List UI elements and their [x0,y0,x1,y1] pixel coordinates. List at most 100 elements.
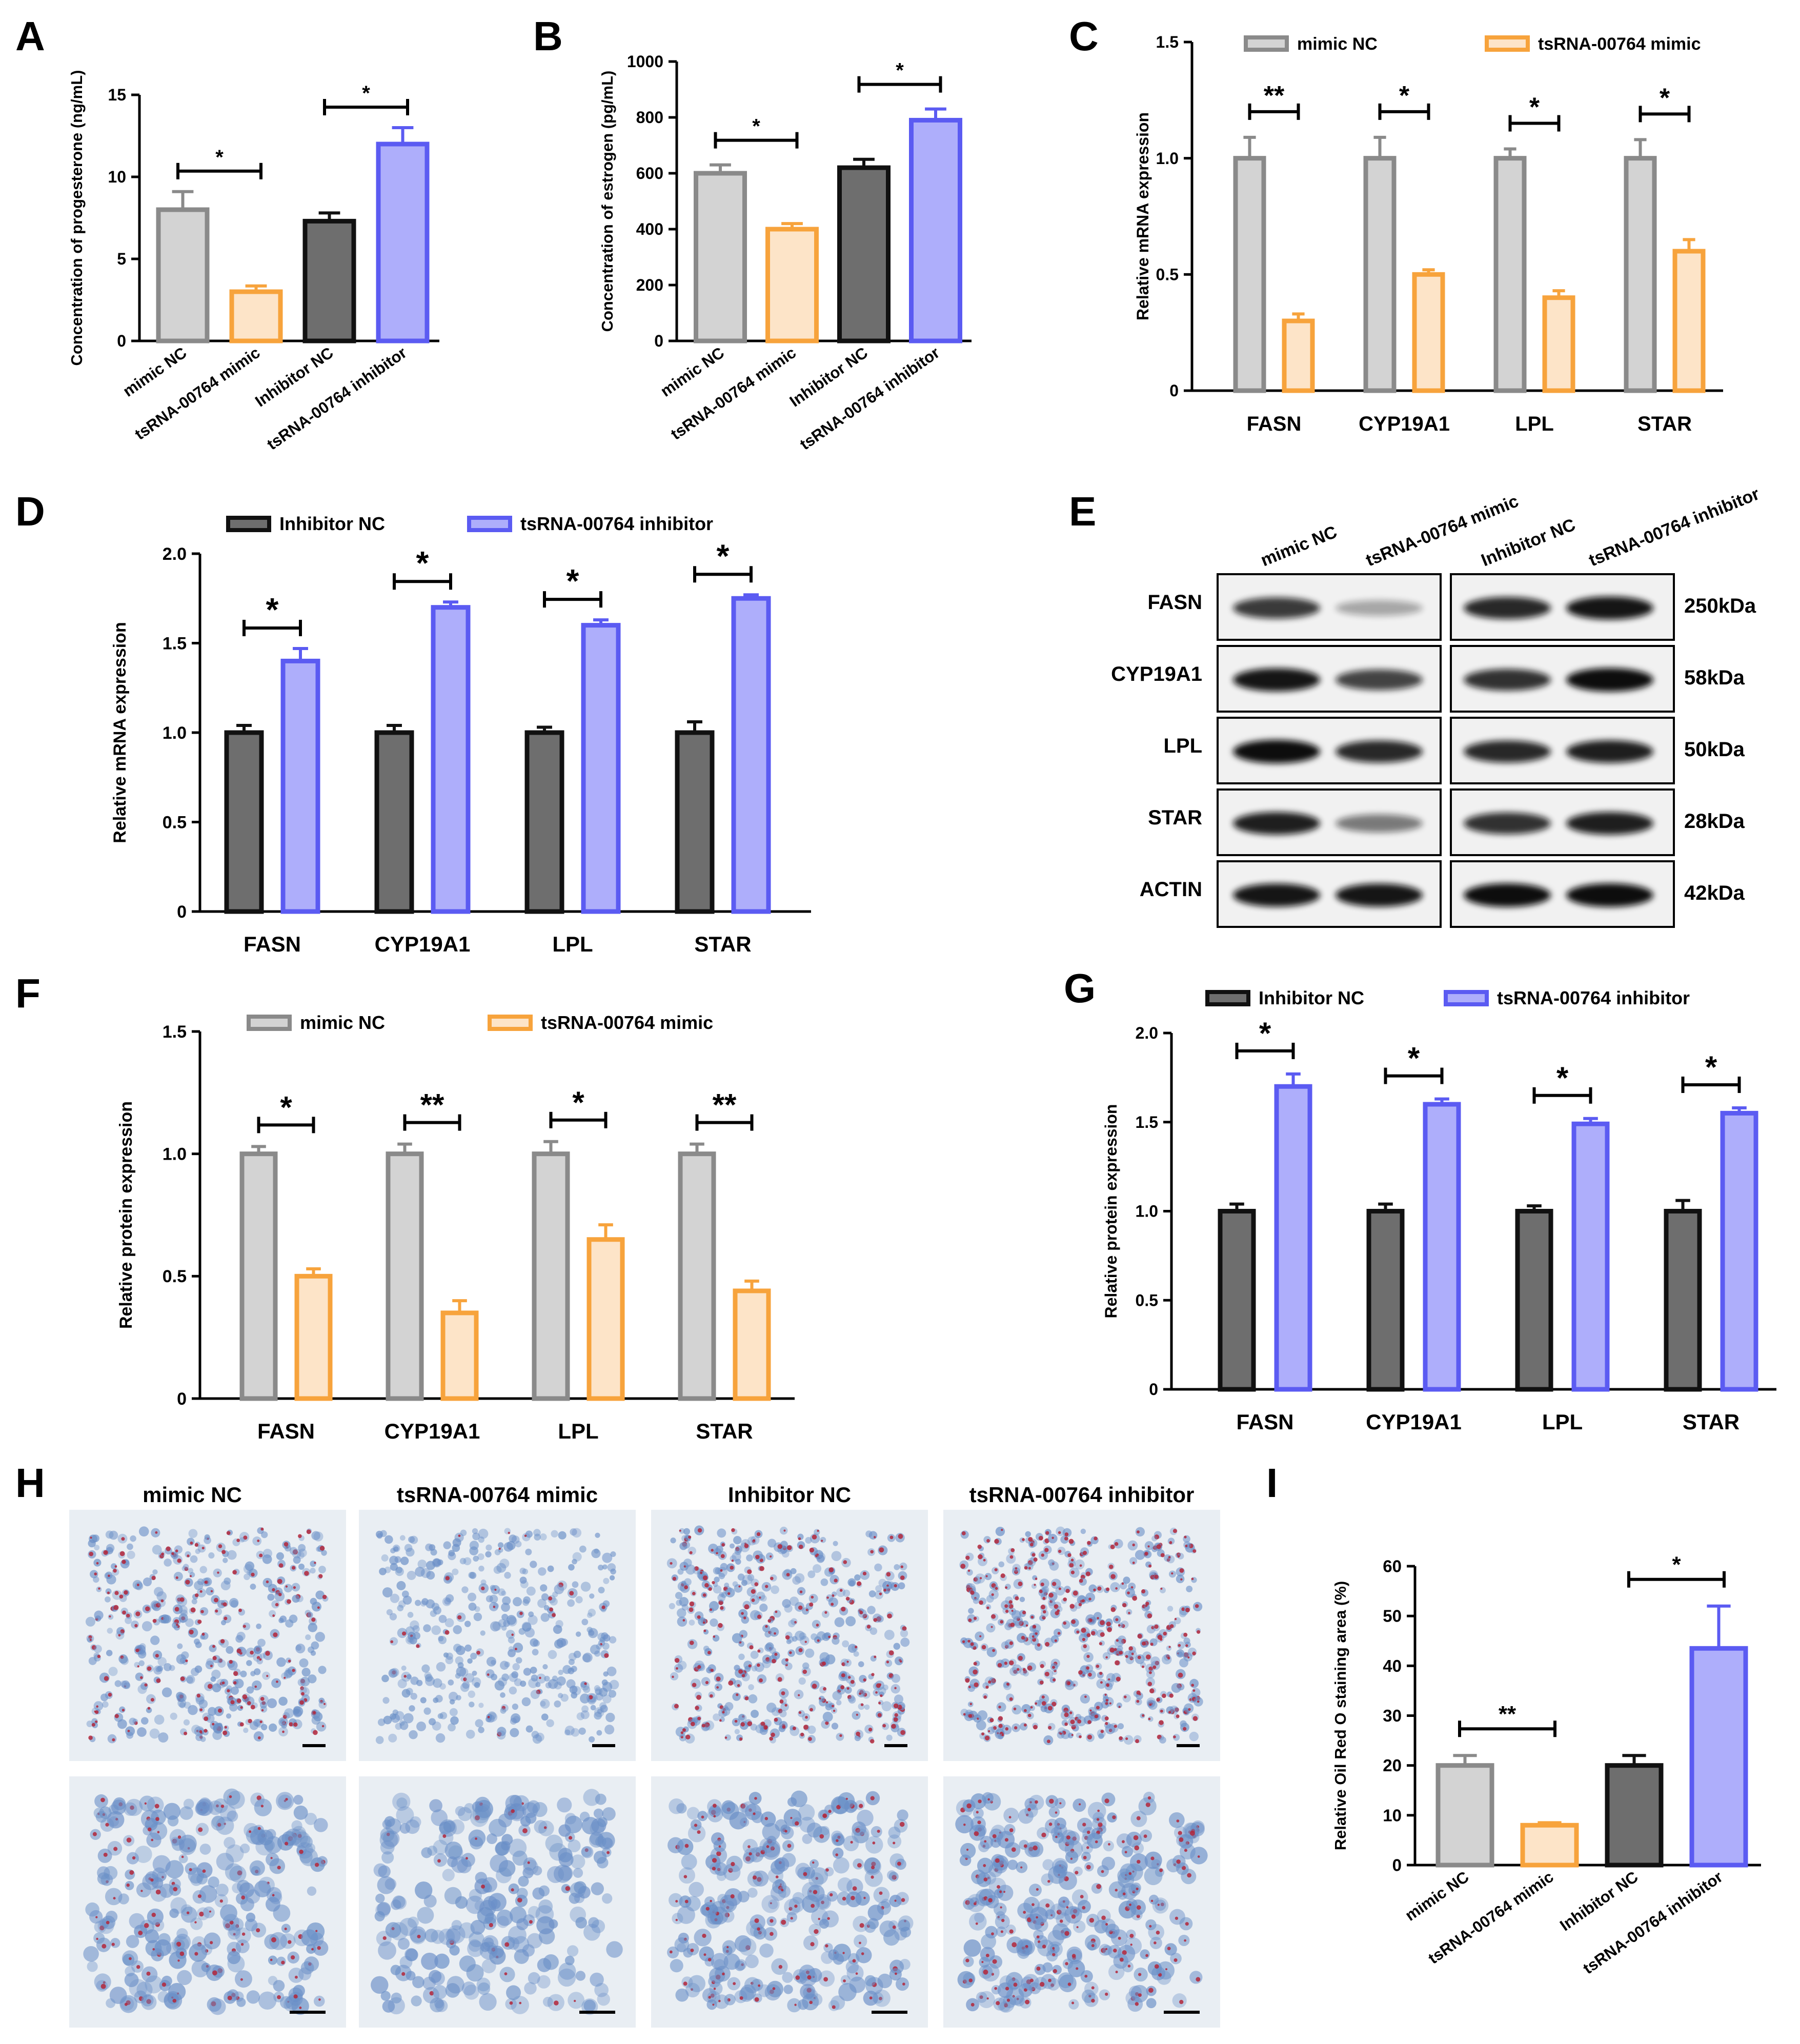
micrograph-lipid [803,1872,807,1876]
micrograph-lipid [285,1841,289,1846]
micrograph-cell [415,1600,421,1606]
micrograph-lipid [1053,1969,1057,1973]
micrograph-cell [530,1561,537,1568]
micrograph-cell [852,1711,861,1720]
micrograph-cell [477,1553,484,1561]
micrograph-lipid [712,1581,715,1585]
micrograph-lipid [1022,1538,1025,1541]
micrograph-cell [463,1557,472,1566]
micrograph-cell [438,1635,444,1642]
micrograph-cell [1012,1705,1022,1715]
micrograph-cell [437,1713,443,1719]
micrograph-lipid [676,1667,678,1670]
micrograph-lipid [211,2001,216,2007]
micrograph-cell [750,1923,765,1938]
micrograph-cell [464,1803,475,1813]
micrograph-cell [528,1972,540,1985]
micrograph-lipid [1155,1661,1160,1666]
micrograph-lipid [986,1539,990,1543]
micrograph-lipid [1189,1830,1195,1836]
micrograph-lipid [1010,1623,1015,1627]
micrograph-cell [147,1908,164,1925]
micrograph-cell [498,1860,516,1877]
micrograph-lipid [899,1822,905,1827]
micrograph-lipid [1115,1587,1118,1590]
micrograph-lipid [95,1710,99,1714]
micrograph-lipid [805,1715,808,1719]
micrograph-lipid [973,1646,977,1650]
micrograph-lipid [1197,1700,1200,1703]
micrograph-cell [412,1625,420,1633]
micrograph-lipid [487,1715,490,1718]
micrograph-cell [735,1559,741,1565]
micrograph-cell [500,1692,505,1698]
micrograph-cell [1019,1839,1029,1850]
micrograph-cell [562,1665,572,1674]
micrograph-lipid [1110,1607,1116,1612]
micrograph-cell [292,1594,300,1603]
micrograph-cell [769,1627,779,1637]
micrograph-lipid [229,1920,234,1925]
micrograph-cell [424,1674,433,1682]
micrograph-cell [258,1991,277,2010]
micrograph-cell [976,1720,986,1731]
micrograph-lipid [757,1649,761,1653]
micrograph-lipid [122,1709,125,1712]
micrograph-lipid [284,1676,286,1679]
blot-protein-label: CYP19A1 [1111,663,1202,685]
micrograph-lipid [712,1804,717,1808]
micrograph-lipid [991,1614,996,1619]
micrograph-cell [724,1583,730,1588]
micrograph-lipid [809,1602,814,1607]
micrograph-lipid [1076,1630,1080,1634]
micrograph-cell [166,1942,179,1955]
micrograph-lipid [113,1569,117,1573]
micrograph-lipid [171,1552,174,1555]
micrograph-cell [105,1588,112,1595]
micrograph-lipid [129,1870,134,1875]
micrograph-cell [433,1985,447,1999]
micrograph-cell [396,1797,408,1809]
micrograph-lipid [697,1615,701,1619]
micrograph-cell [538,1899,553,1914]
micrograph-lipid [825,1944,828,1948]
micrograph-cell [456,1666,467,1677]
micrograph-lipid [151,1838,154,1841]
micrograph-cell [432,1558,441,1568]
micrograph-cell [1052,1831,1064,1844]
micrograph-cell [580,1693,590,1704]
micrograph-lipid [760,1850,765,1854]
micrograph-cell [1084,1981,1099,1996]
micrograph-lipid [197,1894,202,1898]
y-tick-label: 0.5 [163,1267,187,1286]
micrograph-lipid [770,1932,774,1936]
micrograph-cell [123,1802,137,1816]
y-tick-label: 15 [108,86,126,104]
micrograph-cell [531,1674,538,1682]
micrograph-cell [318,1700,327,1709]
micrograph-cell [464,1673,475,1683]
micrograph-lipid [871,1673,875,1676]
micrograph-cell [486,1544,492,1551]
micrograph-cell [968,1913,987,1931]
micrograph-cell [478,1565,484,1572]
micrograph-cell [882,1684,888,1691]
micrograph-cell [1087,1802,1106,1820]
micrograph-cell [714,1994,729,2009]
micrograph-lipid [753,1875,757,1880]
micrograph-lipid [674,1704,679,1709]
micrograph-lipid [504,1942,510,1947]
micrograph-cell [137,1727,147,1737]
micrograph-cell [773,1610,781,1618]
micrograph-cell [713,1585,722,1594]
micrograph-cell [85,1902,99,1917]
micrograph-cell [1147,1961,1162,1976]
micrograph-cell [311,1709,320,1719]
micrograph-lipid [989,1718,994,1723]
micrograph-lipid [1197,1855,1200,1858]
micrograph-lipid [831,1603,834,1606]
micrograph-lipid [1089,1618,1093,1622]
micrograph-cell [136,1981,153,1998]
micrograph-cell [1093,1812,1104,1824]
micrograph-lipid [886,1572,891,1577]
